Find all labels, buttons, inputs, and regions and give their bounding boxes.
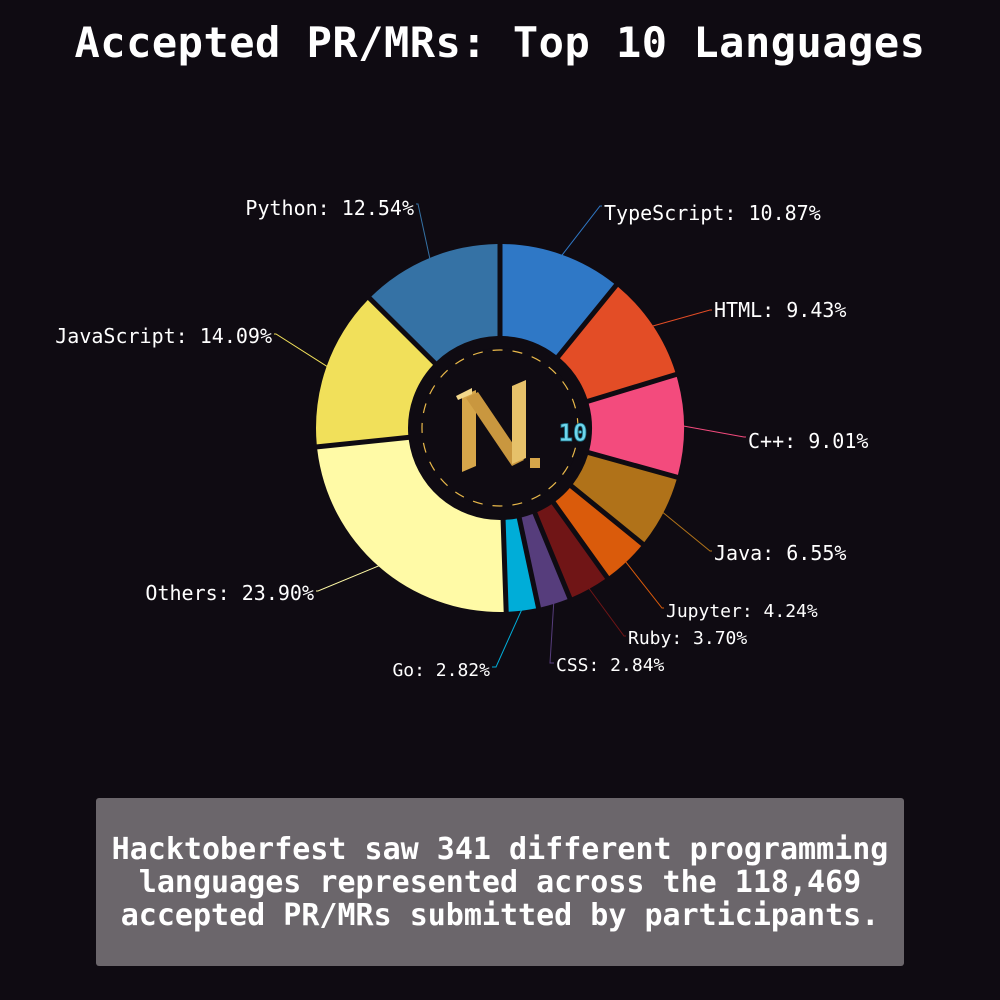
- hacktoberfest-logo-icon: 10: [420, 348, 588, 508]
- slice-label: Others: 23.90%: [145, 581, 314, 605]
- leader-line: [661, 511, 712, 552]
- slice-html: [559, 286, 676, 399]
- leader-line: [681, 425, 746, 438]
- slice-label: TypeScript: 10.87%: [604, 201, 821, 225]
- slice-go: [505, 518, 537, 612]
- label-leader-lines: [274, 203, 746, 668]
- chart-title: Accepted PR/MRs: Top 10 Languages: [74, 18, 926, 67]
- slice-css: [521, 514, 568, 608]
- slice-label: Jupyter: 4.24%: [666, 601, 818, 622]
- leader-line: [274, 333, 329, 368]
- slice-label: Go: 2.82%: [392, 660, 490, 681]
- slice-label: Python: 12.54%: [245, 196, 414, 220]
- slice-python: [371, 244, 498, 362]
- caption-box: Hacktoberfest saw 341 different programm…: [96, 798, 904, 966]
- slice-label: CSS: 2.84%: [556, 655, 665, 676]
- slice-c-: [588, 376, 685, 475]
- leader-line: [316, 564, 381, 592]
- slice-labels: TypeScript: 10.87% HTML: 9.43% C++: 9.01% J…: [55, 196, 868, 681]
- slice-jupyter: [555, 487, 642, 577]
- logo-badge: 10: [559, 419, 588, 447]
- slice-label: JavaScript: 14.09%: [55, 324, 272, 348]
- slice-java: [572, 455, 677, 543]
- leader-line: [650, 309, 712, 328]
- slice-ruby: [537, 504, 606, 598]
- donut-slices: [316, 244, 685, 612]
- slice-typescript: [502, 244, 615, 356]
- leader-line: [549, 601, 555, 664]
- caption-text: Hacktoberfest saw 341 different programm…: [111, 831, 889, 933]
- slice-label: Java: 6.55%: [714, 541, 846, 565]
- leader-line: [624, 560, 664, 609]
- leader-line: [587, 586, 626, 637]
- leader-line: [492, 608, 523, 668]
- slice-javascript: [316, 300, 434, 445]
- slice-label: HTML: 9.43%: [714, 298, 846, 322]
- slice-others: [317, 439, 504, 612]
- leader-line: [416, 203, 431, 261]
- slice-label: Ruby: 3.70%: [628, 628, 747, 649]
- leader-line: [560, 205, 602, 257]
- slice-label: C++: 9.01%: [748, 429, 868, 453]
